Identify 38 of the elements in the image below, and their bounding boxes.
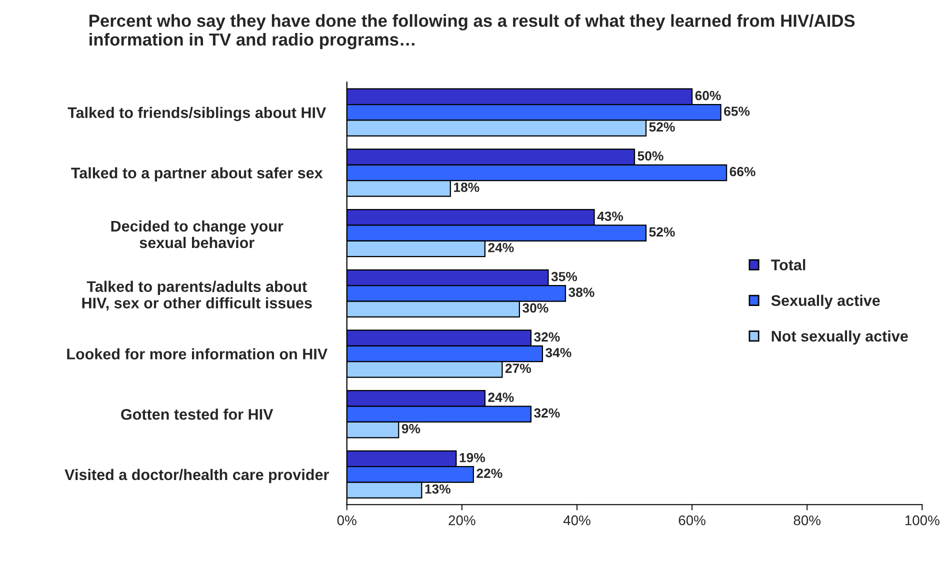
legend-label: Not sexually active bbox=[772, 330, 908, 345]
data-label: 13% bbox=[425, 484, 450, 494]
x-tick-label: 0% bbox=[337, 515, 356, 526]
y-tick-label: Looked for more information on HIV bbox=[67, 348, 328, 360]
y-tick-label: Visited a doctor/health care provider bbox=[64, 468, 329, 484]
data-label: 9% bbox=[402, 424, 420, 434]
data-label: 65% bbox=[724, 106, 750, 116]
legend-label: Sexually active bbox=[771, 294, 880, 309]
x-tick-label: 60% bbox=[678, 515, 706, 526]
x-tick-label: 40% bbox=[563, 515, 590, 526]
data-label: 27% bbox=[505, 364, 532, 373]
data-label: 32% bbox=[534, 332, 560, 342]
x-tick-label: 20% bbox=[448, 515, 476, 526]
y-tick-label: Talked to a partner about safer sex bbox=[71, 167, 323, 182]
data-label: 60% bbox=[695, 90, 721, 100]
data-label: 19% bbox=[460, 452, 485, 462]
data-label: 24% bbox=[488, 242, 514, 252]
data-label: 38% bbox=[568, 288, 594, 297]
data-label: 24% bbox=[488, 392, 514, 402]
data-label: 30% bbox=[522, 303, 548, 313]
legend-label: Total bbox=[771, 259, 806, 270]
data-label: 34% bbox=[546, 348, 572, 358]
y-tick-label: Talked to friends/siblings about HIV bbox=[68, 106, 326, 122]
y-tick-label: Gotten tested for HIV bbox=[121, 408, 274, 420]
data-label: 66% bbox=[730, 166, 756, 176]
y-tick-label: Decided to change your sexual behavior bbox=[111, 220, 284, 248]
data-label: 22% bbox=[476, 468, 502, 478]
data-label: 52% bbox=[649, 227, 675, 237]
data-label: 18% bbox=[454, 182, 480, 192]
data-label: 35% bbox=[551, 272, 578, 282]
data-label: 52% bbox=[649, 122, 675, 132]
y-tick-label: Talked to parents/adults about HIV, sex or other difficult issues bbox=[82, 280, 312, 311]
x-tick-label: 80% bbox=[794, 515, 820, 526]
data-label: 32% bbox=[534, 408, 560, 418]
chart-title: Percent who say they have done the following as a result of what they learned from HIV/AIDS information in TV and radio programs… bbox=[90, 14, 855, 50]
data-label: 43% bbox=[597, 212, 624, 221]
x-tick-label: 100% bbox=[905, 515, 940, 526]
data-label: 50% bbox=[638, 151, 664, 161]
